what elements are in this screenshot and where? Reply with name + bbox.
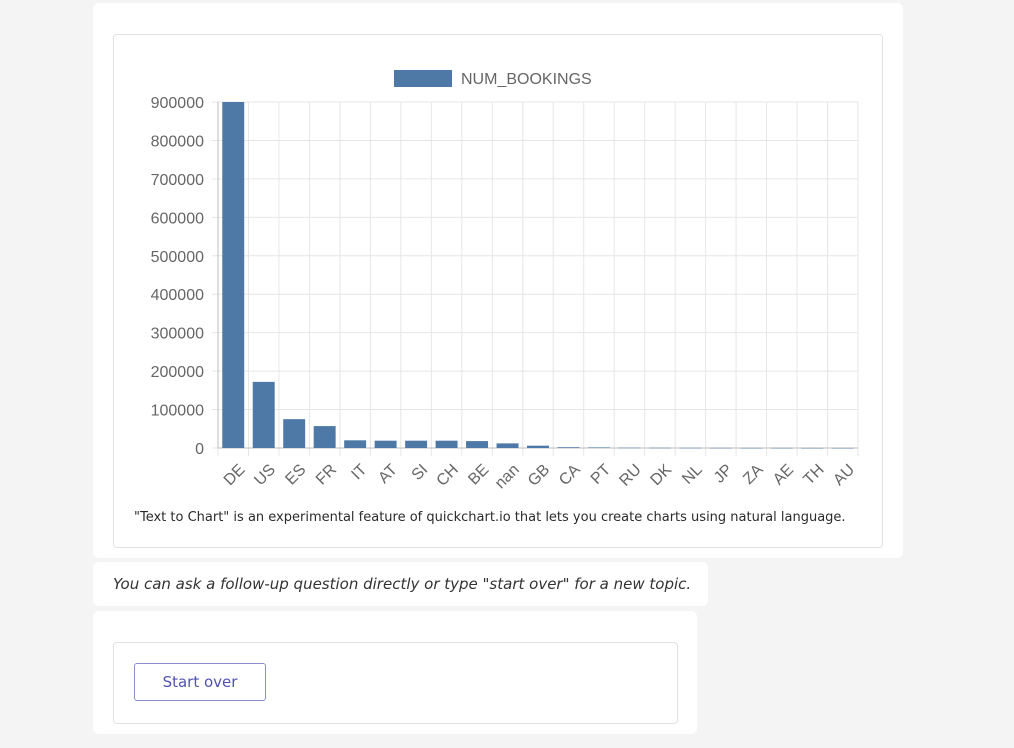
y-tick-label: 0 xyxy=(195,441,204,458)
bar-JP xyxy=(709,447,732,449)
action-message-bubble: Start over xyxy=(93,611,697,734)
bar-TH xyxy=(801,447,824,449)
bar-chart: 0 100000 200000 300000 400000 500000 600000 700… xyxy=(151,70,859,492)
legend-label: NUM_BOOKINGS xyxy=(461,71,592,88)
x-tick-label: ZA xyxy=(740,461,767,488)
chart-message-bubble: 0 100000 200000 300000 400000 500000 600000 700… xyxy=(93,3,903,558)
bar-DE xyxy=(222,102,245,448)
y-tick-label: 900000 xyxy=(151,95,204,112)
x-tick-label: nan xyxy=(492,461,523,492)
followup-hint-text: You can ask a follow-up question directl… xyxy=(113,575,692,593)
bar-GB xyxy=(527,445,549,448)
y-tick-label: 100000 xyxy=(151,403,204,420)
x-tick-label: IT xyxy=(348,461,370,483)
x-tick-label: ES xyxy=(282,461,309,488)
x-tick-label: CH xyxy=(434,461,462,489)
bar-PT xyxy=(587,447,610,448)
x-tick-label: TH xyxy=(800,461,827,488)
bar-nan xyxy=(496,443,519,448)
bar-NL xyxy=(679,447,702,449)
y-tick-label: 300000 xyxy=(151,326,204,343)
bar-BE xyxy=(466,441,489,448)
chart-disclaimer: "Text to Chart" is an experimental featu… xyxy=(134,510,846,525)
x-tick-label: AT xyxy=(375,461,401,487)
x-tick-label: SI xyxy=(409,461,432,484)
bar-ES xyxy=(283,419,306,448)
bar-RU xyxy=(618,447,641,449)
bar-AE xyxy=(770,447,793,449)
x-tick-label: US xyxy=(251,461,279,489)
x-tick-label: FR xyxy=(313,461,340,488)
followup-message-bubble: You can ask a follow-up question directl… xyxy=(93,562,708,606)
bar-SI xyxy=(405,440,428,448)
x-tick-label: JP xyxy=(711,461,736,486)
y-tick-label: 800000 xyxy=(151,133,204,150)
y-tick-label: 600000 xyxy=(151,210,204,227)
legend-swatch xyxy=(394,70,452,87)
bar-US xyxy=(252,381,275,448)
bar-CH xyxy=(435,440,458,448)
x-tick-label: CA xyxy=(556,461,584,489)
x-tick-label: DE xyxy=(221,461,249,489)
bar-DK xyxy=(648,447,671,449)
x-tick-label: NL xyxy=(679,461,706,488)
x-tick-label: AE xyxy=(770,461,797,488)
bar-AU xyxy=(831,447,854,449)
bar-FR xyxy=(313,426,336,448)
start-over-button[interactable]: Start over xyxy=(134,663,266,701)
bar-CA xyxy=(557,447,580,448)
action-card: Start over xyxy=(113,642,678,724)
y-tick-label: 500000 xyxy=(151,249,204,266)
bar-IT xyxy=(344,440,367,448)
x-tick-label: GB xyxy=(525,461,553,489)
bar-ZA xyxy=(740,447,763,449)
y-tick-label: 200000 xyxy=(151,364,204,381)
y-tick-label: 700000 xyxy=(151,172,204,189)
chart-card: 0 100000 200000 300000 400000 500000 600000 700… xyxy=(113,34,883,548)
x-tick-label: BE xyxy=(465,461,492,488)
x-tick-label: PT xyxy=(588,461,615,488)
x-tick-label: DK xyxy=(647,461,675,489)
x-tick-label: AU xyxy=(830,461,858,489)
bar-AT xyxy=(374,440,397,448)
x-tick-label: RU xyxy=(616,461,644,489)
y-tick-label: 400000 xyxy=(151,287,204,304)
